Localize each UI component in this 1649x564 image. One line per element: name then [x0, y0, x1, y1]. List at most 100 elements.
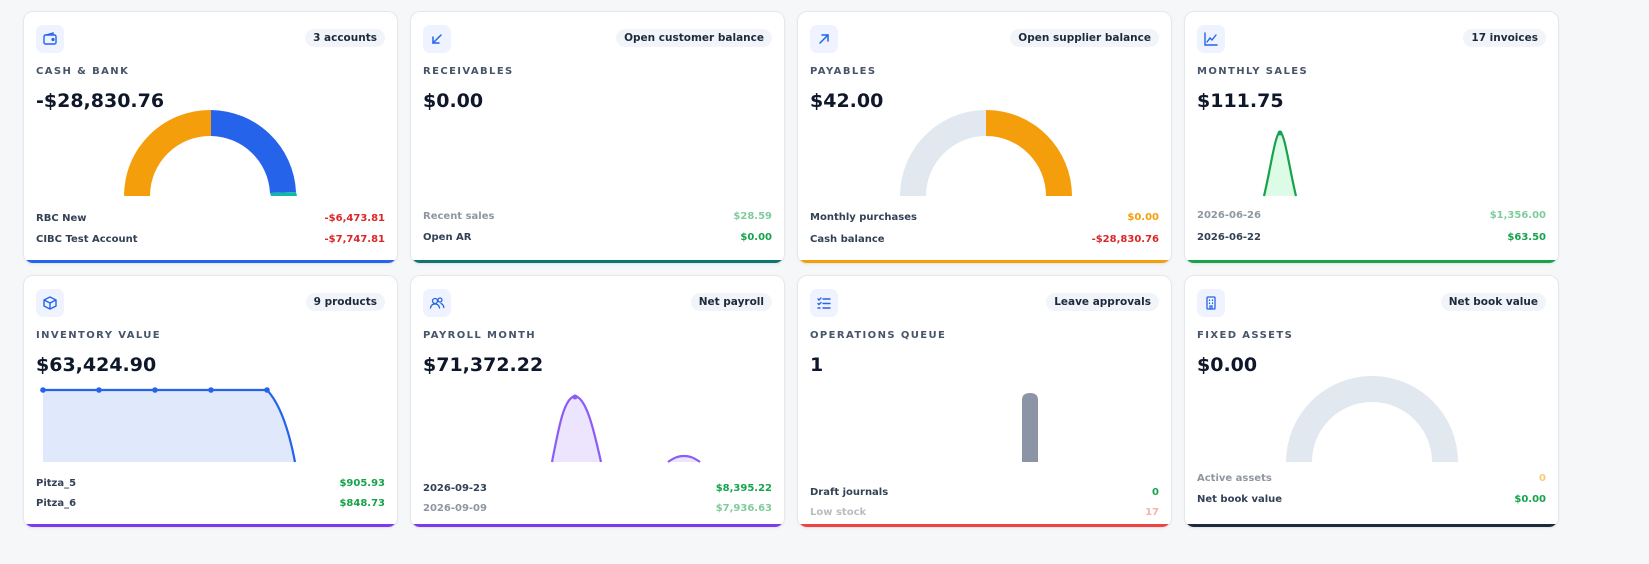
- row-name: Pitza_5: [36, 478, 77, 489]
- card-value: -$28,830.76: [36, 90, 165, 112]
- checklist-icon: [810, 289, 838, 317]
- card-label: RECEIVABLES: [423, 66, 514, 77]
- card-value: $63,424.90: [36, 354, 157, 376]
- row-name: Draft journals: [810, 487, 889, 498]
- row-amount: $848.73: [339, 498, 385, 509]
- wallet-icon: [36, 25, 64, 53]
- card-accent-bar: [24, 260, 397, 263]
- sparkline-point: [1277, 130, 1283, 136]
- inventory-area-chart: [40, 387, 297, 463]
- card-label: PAYROLL MONTH: [423, 330, 537, 341]
- row-name: Cash balance: [810, 234, 885, 245]
- row-name: Low stock: [810, 507, 867, 515]
- detail-row: Cash balance -$28,830.76: [810, 234, 1159, 245]
- detail-row: Open AR $0.00: [423, 232, 772, 243]
- card-badge: Net payroll: [690, 293, 772, 311]
- card-payables[interactable]: Open supplier balance PAYABLES $42.00 Mo…: [797, 11, 1172, 264]
- users-icon: [423, 289, 451, 317]
- row-name: Open AR: [423, 232, 472, 243]
- gauge-track: [900, 110, 986, 196]
- row-amount: $0.00: [1514, 494, 1546, 505]
- row-name: Pitza_6: [36, 498, 77, 509]
- row-name: 2026-09-09: [423, 503, 487, 514]
- row-amount: 17: [1145, 507, 1159, 515]
- sparkline-area: [1264, 132, 1296, 196]
- card-accent-bar: [798, 260, 1171, 263]
- card-cash-bank[interactable]: 3 accounts CASH & BANK -$28,830.76 RBC N…: [23, 11, 398, 264]
- card-badge: 9 products: [305, 293, 385, 311]
- row-name: Monthly purchases: [810, 212, 917, 223]
- sparkline-point: [572, 394, 578, 400]
- arrow-down-left-icon: [423, 25, 451, 53]
- row-name: 2026-06-22: [1197, 232, 1261, 243]
- area-fill: [43, 390, 295, 462]
- row-amount: -$28,830.76: [1091, 234, 1159, 245]
- row-name: Active assets: [1197, 473, 1272, 484]
- detail-row: 2026-06-22 $63.50: [1197, 232, 1546, 243]
- card-accent-bar: [798, 524, 1171, 527]
- card-label: INVENTORY VALUE: [36, 330, 161, 341]
- card-label: CASH & BANK: [36, 66, 130, 77]
- detail-row: Pitza_6 $848.73: [36, 498, 385, 509]
- row-name: 2026-06-26: [1197, 210, 1261, 221]
- card-label: PAYABLES: [810, 66, 877, 77]
- card-payroll-month[interactable]: Net payroll PAYROLL MONTH $71,372.22 202…: [410, 275, 785, 528]
- card-accent-bar: [24, 524, 397, 527]
- card-accent-bar: [411, 260, 784, 263]
- card-accent-bar: [1185, 260, 1558, 263]
- detail-row: Monthly purchases $0.00: [810, 212, 1159, 223]
- detail-row: CIBC Test Account -$7,747.81: [36, 234, 385, 245]
- row-name: RBC New: [36, 213, 87, 224]
- card-operations-queue[interactable]: Leave approvals OPERATIONS QUEUE 1 Draft…: [797, 275, 1172, 528]
- card-badge: Net book value: [1440, 293, 1546, 311]
- arrow-up-right-icon: [810, 25, 838, 53]
- row-amount: $0.00: [1127, 212, 1159, 223]
- payables-gauge: [900, 110, 1072, 196]
- card-value: $42.00: [810, 90, 884, 112]
- detail-row: Pitza_5 $905.93: [36, 478, 385, 489]
- card-monthly-sales[interactable]: 17 invoices MONTHLY SALES $111.75 2026-0…: [1184, 11, 1559, 264]
- card-receivables[interactable]: Open customer balance RECEIVABLES $0.00 …: [410, 11, 785, 264]
- detail-row: 2026-06-26 $1,356.00: [1197, 210, 1546, 221]
- row-amount: $905.93: [339, 478, 385, 489]
- card-accent-bar: [1185, 524, 1558, 527]
- row-amount: 0: [1152, 487, 1159, 498]
- card-value: $0.00: [1197, 354, 1258, 376]
- row-amount: -$7,747.81: [324, 234, 385, 245]
- card-label: FIXED ASSETS: [1197, 330, 1294, 341]
- row-amount: $7,936.63: [715, 503, 772, 514]
- detail-row: Draft journals 0: [810, 487, 1159, 498]
- fixed-assets-gauge: [1286, 376, 1458, 462]
- box-icon: [36, 289, 64, 317]
- card-badge: Open supplier balance: [1010, 29, 1159, 47]
- card-inventory-value[interactable]: 9 products INVENTORY VALUE $63,424.90 Pi…: [23, 275, 398, 528]
- gauge-segment-teal: [270, 192, 297, 196]
- detail-row: Recent sales $28.59: [423, 211, 772, 222]
- row-amount: $0.00: [740, 232, 772, 243]
- area-point: [152, 387, 158, 393]
- row-amount: $8,395.22: [715, 483, 772, 494]
- area-point: [208, 387, 214, 393]
- payroll-sparkline: [550, 394, 701, 463]
- area-point: [264, 387, 270, 393]
- row-name: 2026-09-23: [423, 483, 487, 494]
- detail-row: Net book value $0.00: [1197, 494, 1546, 505]
- card-badge: 17 invoices: [1463, 29, 1546, 47]
- card-badge: Open customer balance: [616, 29, 772, 47]
- row-name: Recent sales: [423, 211, 495, 222]
- area-point: [40, 387, 46, 393]
- detail-row: 2026-09-09 $7,936.63: [423, 503, 772, 514]
- card-value: $0.00: [423, 90, 484, 112]
- detail-row: Active assets 0: [1197, 473, 1546, 484]
- card-fixed-assets[interactable]: Net book value FIXED ASSETS $0.00 Active…: [1184, 275, 1559, 528]
- operations-bar-chart: [1022, 393, 1038, 462]
- gauge-track: [1286, 376, 1458, 462]
- card-value: $71,372.22: [423, 354, 544, 376]
- sparkline-line-small: [667, 454, 701, 463]
- card-accent-bar: [411, 524, 784, 527]
- detail-row: 2026-09-23 $8,395.22: [423, 483, 772, 494]
- card-value: 1: [810, 354, 824, 376]
- gauge-segment-amber: [124, 109, 211, 196]
- card-badge: Leave approvals: [1046, 293, 1159, 311]
